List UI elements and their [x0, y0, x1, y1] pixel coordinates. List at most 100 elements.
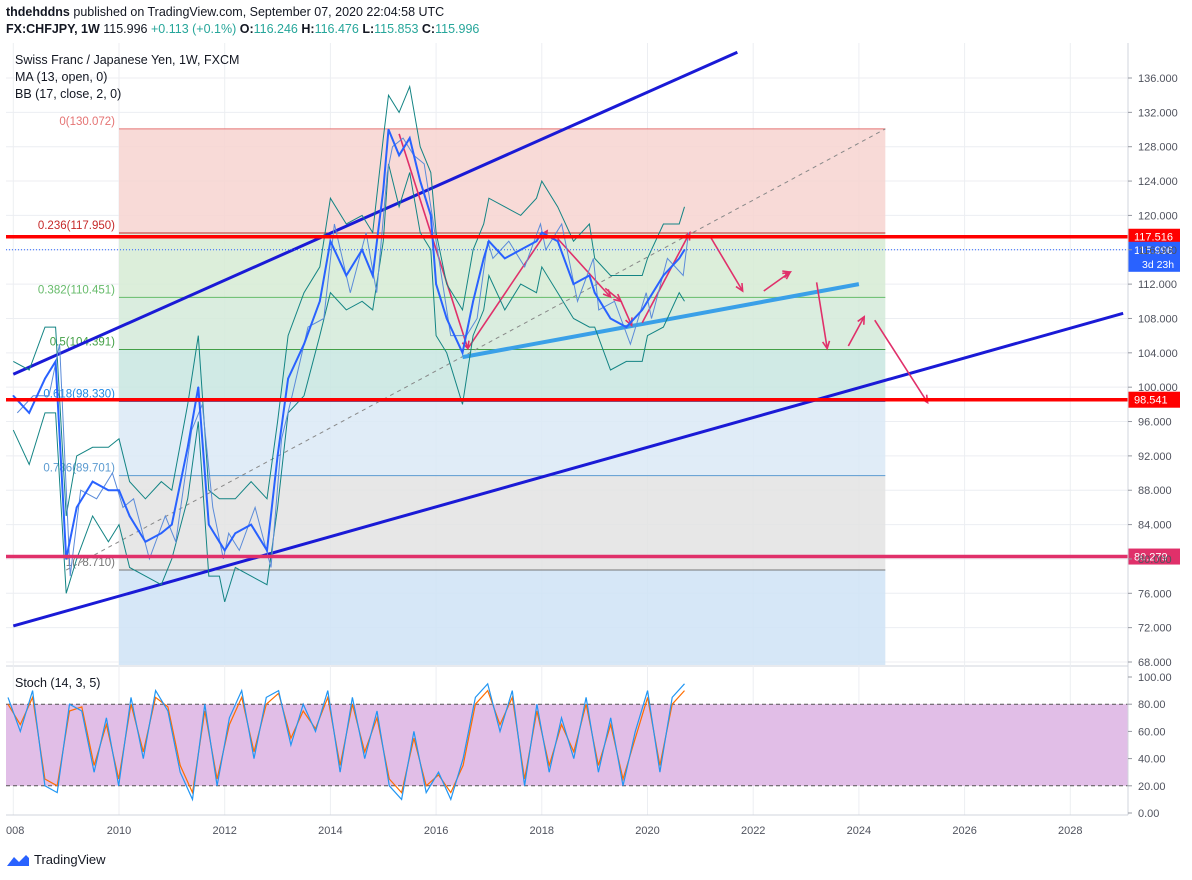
arrow-head — [821, 340, 831, 351]
time-tick-label: 2016 — [424, 825, 448, 837]
price-tick-label: 88.000 — [1138, 485, 1172, 497]
projection-arrow — [641, 232, 691, 324]
price-point — [28, 412, 30, 414]
stoch-tick-label: 0.00 — [1138, 808, 1159, 820]
time-tick-label: 2026 — [952, 825, 976, 837]
price-tick-label: 92.000 — [1138, 451, 1172, 463]
stoch-pane — [6, 682, 1128, 802]
legend-stoch: Stoch (14, 3, 5) — [15, 676, 100, 690]
price-tick-label: 120.000 — [1138, 210, 1178, 222]
fib-zone — [119, 349, 886, 402]
fibonacci-retracement[interactable]: 0(130.072) 0.236(117.950) 0.382(110.451) 0.… — [38, 116, 886, 665]
price-tag — [1128, 391, 1180, 408]
price-label: 115.996 — [103, 22, 148, 36]
price-point — [556, 240, 559, 242]
projection-arrow — [710, 237, 744, 292]
price-tag-label: 98.541 — [1134, 395, 1168, 407]
low-value: 115.853 — [374, 22, 419, 36]
fib-zone — [119, 401, 886, 476]
projection-arrow — [604, 287, 622, 302]
footer-brand: TradingView — [34, 852, 106, 867]
price-point — [625, 326, 628, 328]
time-tick-label: 2024 — [847, 825, 871, 837]
price-point — [641, 309, 644, 311]
price-point — [361, 248, 363, 251]
price-point — [118, 489, 120, 492]
price-point — [408, 137, 411, 139]
price-point — [678, 257, 681, 260]
fib-level-label: 0.236(117.950) — [38, 220, 115, 232]
price-tick-label: 128.000 — [1138, 142, 1178, 154]
price-point — [266, 549, 268, 552]
price-point — [541, 231, 543, 234]
high-value: 116.476 — [314, 22, 359, 36]
price-point — [387, 128, 390, 131]
price-tick-label: 76.000 — [1138, 588, 1172, 600]
price-point — [609, 317, 612, 320]
price-point — [445, 317, 448, 320]
legend-bb: BB (17, close, 2, 0) — [15, 87, 121, 101]
stoch-tick-label: 20.00 — [1138, 781, 1166, 793]
price-point — [75, 506, 78, 509]
time-tick-label: 2028 — [1058, 825, 1082, 837]
price-point — [435, 283, 437, 285]
projection-arrow — [815, 282, 828, 349]
bollinger-lower — [12, 163, 685, 603]
price-point — [144, 540, 147, 543]
price-tick-label: 132.000 — [1138, 107, 1178, 119]
fib-level-label: 0.786(89.701) — [43, 463, 115, 475]
price-tick-label: 84.000 — [1138, 520, 1172, 532]
support-trendline — [462, 282, 860, 360]
stoch-k-line — [7, 682, 685, 802]
price-point — [535, 240, 538, 242]
price-point — [65, 558, 67, 560]
close-label: C: — [421, 22, 436, 36]
price-point — [472, 300, 474, 303]
moving-average-line — [12, 129, 686, 560]
time-tick-label: 2010 — [107, 825, 131, 837]
price-point — [234, 532, 237, 534]
price-point — [662, 274, 665, 277]
fib-trend-dashed — [65, 128, 886, 571]
time-tick-label: 2014 — [318, 825, 342, 837]
price-tick-label: 96.000 — [1138, 417, 1172, 429]
price-tag-label: 117.516 — [1134, 232, 1173, 244]
price-tick-label: 116.000 — [1138, 245, 1177, 257]
price-point — [504, 257, 506, 260]
price-point — [223, 549, 226, 552]
price-point — [303, 343, 305, 346]
price-tick-label: 112.000 — [1138, 279, 1177, 291]
horizontal-levels[interactable]: 117.516 98.541 80.279 115.996 3d 23h — [6, 228, 1180, 565]
projection-arrow — [874, 319, 929, 404]
price-point — [128, 515, 131, 517]
fib-level-label: 0.382(110.451) — [38, 284, 115, 296]
price-tag — [1128, 548, 1180, 565]
author-name[interactable]: thdehddns — [6, 5, 70, 19]
arrow-head — [735, 282, 744, 293]
price-line-raw — [16, 137, 689, 577]
arrow-head — [857, 315, 866, 325]
time-tick-label: 2020 — [635, 825, 659, 837]
projection-arrow — [620, 300, 633, 326]
price-point — [91, 480, 94, 483]
price-point — [461, 352, 464, 354]
price-point — [54, 360, 57, 363]
tradingview-footer[interactable]: TradingView — [6, 852, 106, 867]
price-tick-label: 100.000 — [1138, 382, 1178, 394]
price-point — [208, 523, 210, 526]
price-point — [572, 283, 575, 285]
stoch-tick-label: 80.00 — [1138, 699, 1166, 711]
price-point — [160, 532, 163, 534]
countdown-label: 3d 23h — [1142, 259, 1174, 271]
price-point — [646, 300, 649, 303]
price-point — [488, 240, 490, 242]
price-tick-label: 80.000 — [1138, 554, 1172, 566]
publish-info: published on TradingView.com, September … — [73, 5, 445, 19]
fib-level-label: 0(130.072) — [59, 116, 115, 128]
price-tick-label: 104.000 — [1138, 348, 1178, 360]
price-point — [171, 523, 173, 526]
time-tick-label: 2022 — [741, 825, 765, 837]
publish-header: thdehddns published on TradingView.com, … — [6, 5, 444, 19]
price-tick-label: 124.000 — [1138, 176, 1178, 188]
